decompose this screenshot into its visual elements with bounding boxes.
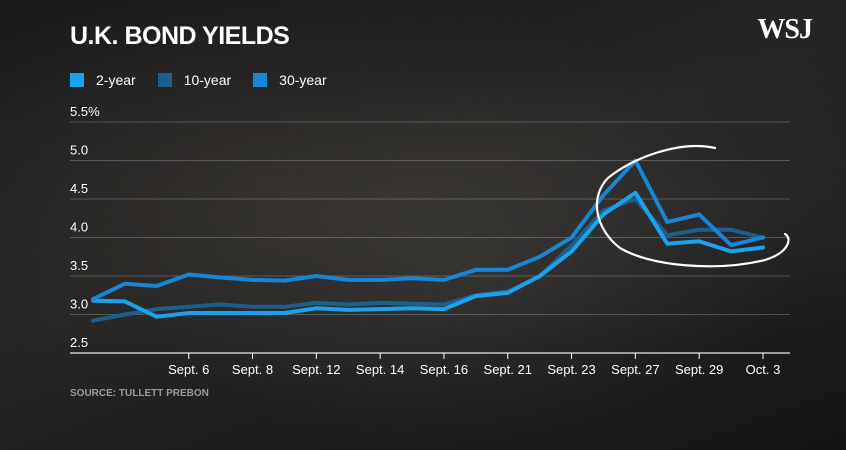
y-tick-label: 4.5	[70, 181, 88, 196]
chart-title: U.K. BOND YIELDS	[70, 22, 290, 50]
x-axis-ticks: Sept. 6 Sept. 8 Sept. 12 Sept. 14 Sept. 16 Se…	[168, 353, 780, 377]
legend-item-10-year: 10-year	[157, 72, 232, 88]
hand-drawn-circle-annotation	[595, 144, 790, 268]
x-tick-label: Sept. 16	[420, 362, 468, 377]
x-tick-label: Sept. 27	[611, 362, 659, 377]
x-tick-label: Sept. 29	[675, 362, 723, 377]
series-lines	[91, 158, 765, 323]
x-tick-label: Oct. 3	[746, 362, 781, 377]
y-tick-label: 5.5%	[70, 104, 100, 119]
legend-label-10-year: 10-year	[183, 72, 232, 88]
series-line-2-year	[91, 190, 765, 319]
x-tick-label: Sept. 14	[356, 362, 404, 377]
legend-swatch-10-year	[157, 73, 172, 87]
legend-item-30-year: 30-year	[253, 72, 327, 88]
y-tick-label: 2.5	[70, 335, 88, 350]
legend: 2-year 10-year 30-year	[70, 72, 349, 88]
series-line-30-year	[91, 158, 765, 302]
y-tick-label: 4.0	[70, 220, 88, 235]
legend-swatch-2-year	[70, 73, 84, 87]
y-tick-label: 3.5	[70, 258, 88, 273]
y-axis-ticks: 5.5% 5.0 4.5 4.0 3.5 3.0 2.5	[70, 104, 100, 350]
x-tick-label: Sept. 23	[547, 362, 595, 377]
legend-swatch-30-year	[253, 73, 268, 87]
source-note: SOURCE: TULLETT PREBON	[70, 388, 209, 399]
legend-label-30-year: 30-year	[279, 72, 327, 88]
grid-lines	[70, 121, 790, 354]
x-tick-label: Sept. 6	[168, 362, 209, 377]
x-tick-label: Sept. 21	[484, 362, 532, 377]
x-tick-label: Sept. 12	[292, 362, 340, 377]
wsj-logo: WSJ	[757, 14, 813, 45]
x-tick-label: Sept. 8	[232, 362, 273, 377]
series-line-10-year	[91, 197, 765, 323]
legend-item-2-year: 2-year	[70, 72, 136, 88]
legend-label-2-year: 2-year	[96, 72, 136, 88]
y-tick-label: 5.0	[70, 143, 88, 158]
y-tick-label: 3.0	[70, 297, 88, 312]
